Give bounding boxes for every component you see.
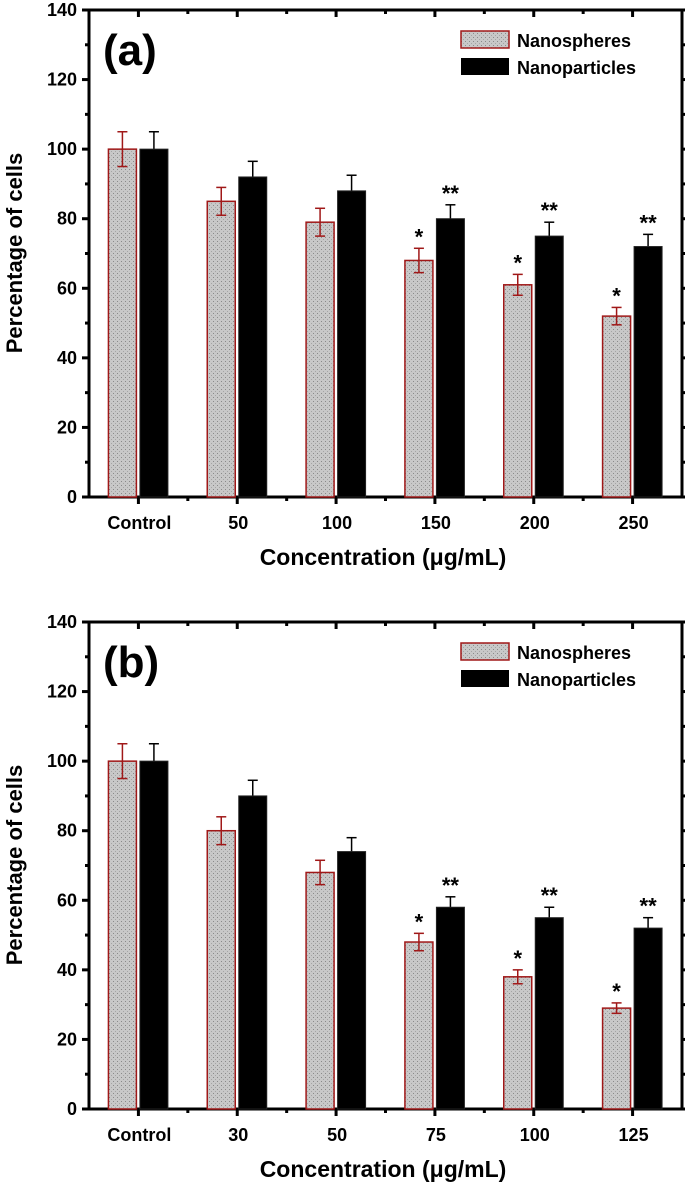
panel-label: (b) bbox=[103, 638, 159, 687]
bar-nanoparticles bbox=[337, 851, 367, 1110]
legend-label-nanospheres: Nanospheres bbox=[517, 31, 631, 51]
y-tick-label: 140 bbox=[47, 0, 77, 20]
y-tick-label: 60 bbox=[57, 890, 77, 910]
bar-nanoparticles bbox=[534, 235, 564, 498]
x-tick-label: 150 bbox=[421, 513, 451, 533]
bar-nanoparticles bbox=[337, 190, 367, 498]
bar-nanoparticles bbox=[534, 917, 564, 1110]
y-tick-label: 120 bbox=[47, 682, 77, 702]
legend-swatch-nanospheres bbox=[460, 642, 510, 661]
y-tick-label: 20 bbox=[57, 1029, 77, 1049]
x-tick-label: 50 bbox=[228, 513, 248, 533]
y-tick-label: 0 bbox=[67, 487, 77, 507]
bar-nanoparticles bbox=[435, 906, 465, 1110]
y-axis-label: Percentage of cells bbox=[2, 153, 27, 354]
chart-panel-a: 0 20 40 60 80 100 120 140 Control 50 100 150 200 250 *… bbox=[2, 0, 685, 570]
bar-nanoparticles bbox=[139, 148, 169, 498]
bar-nanospheres bbox=[601, 1007, 632, 1110]
legend-label-nanoparticles: Nanoparticles bbox=[517, 670, 636, 690]
bar-nanospheres bbox=[404, 259, 434, 498]
bar-nanoparticles bbox=[238, 176, 268, 498]
plot-frame bbox=[87, 8, 684, 499]
bar-nanospheres bbox=[503, 284, 533, 498]
y-tick-label: 0 bbox=[67, 1099, 77, 1119]
legend-swatch-nanoparticles bbox=[461, 670, 509, 687]
y-tick-label: 80 bbox=[57, 209, 77, 229]
bar-nanospheres bbox=[503, 976, 533, 1110]
bar-nanospheres bbox=[305, 871, 335, 1110]
bar-nanoparticles bbox=[633, 246, 663, 498]
bar-nanoparticles bbox=[139, 760, 169, 1110]
y-tick-label: 100 bbox=[47, 139, 77, 159]
x-tick-label: 30 bbox=[228, 1125, 248, 1145]
significance-marker: ** bbox=[640, 894, 658, 919]
bar-nanospheres bbox=[206, 200, 236, 498]
legend-label-nanoparticles: Nanoparticles bbox=[517, 58, 636, 78]
bar-nanospheres bbox=[107, 760, 138, 1110]
y-tick-label: 120 bbox=[47, 70, 77, 90]
x-axis-label: Concentration (μg/mL) bbox=[260, 544, 507, 570]
significance-marker: * bbox=[513, 250, 522, 275]
bar-nanospheres bbox=[206, 829, 236, 1110]
legend-label-nanospheres: Nanospheres bbox=[517, 643, 631, 663]
y-tick-label: 80 bbox=[57, 821, 77, 841]
x-tick-label: 250 bbox=[619, 513, 649, 533]
significance-marker: * bbox=[513, 946, 522, 971]
y-tick-label: 140 bbox=[47, 612, 77, 632]
x-axis-label: Concentration (μg/mL) bbox=[260, 1156, 507, 1182]
bar-nanoparticles bbox=[238, 795, 268, 1110]
y-tick-label: 40 bbox=[57, 960, 77, 980]
bar-nanoparticles bbox=[633, 927, 663, 1110]
bar-nanospheres bbox=[404, 941, 434, 1110]
legend-swatch-nanospheres bbox=[460, 30, 510, 49]
plot-frame bbox=[87, 620, 684, 1111]
panel-label: (a) bbox=[103, 26, 157, 75]
x-tick-label: 50 bbox=[327, 1125, 347, 1145]
x-tick-label: 125 bbox=[619, 1125, 649, 1145]
significance-marker: * bbox=[612, 979, 621, 1004]
x-tick-label: Control bbox=[107, 513, 171, 533]
significance-marker: ** bbox=[541, 883, 559, 908]
bar-nanospheres bbox=[107, 148, 138, 498]
bar-nanospheres bbox=[601, 315, 632, 498]
significance-marker: * bbox=[415, 909, 424, 934]
x-tick-label: 75 bbox=[426, 1125, 446, 1145]
significance-marker: ** bbox=[640, 210, 658, 235]
bar-nanospheres bbox=[305, 221, 335, 498]
x-tick-label: 100 bbox=[520, 1125, 550, 1145]
x-tick-label: 200 bbox=[520, 513, 550, 533]
significance-marker: ** bbox=[541, 198, 559, 223]
y-tick-label: 40 bbox=[57, 348, 77, 368]
significance-marker: ** bbox=[442, 873, 460, 898]
x-tick-label: Control bbox=[107, 1125, 171, 1145]
y-tick-label: 20 bbox=[57, 417, 77, 437]
y-axis-label: Percentage of cells bbox=[2, 765, 27, 966]
y-tick-label: 60 bbox=[57, 278, 77, 298]
significance-marker: * bbox=[612, 283, 621, 308]
x-tick-label: 100 bbox=[322, 513, 352, 533]
y-tick-label: 100 bbox=[47, 751, 77, 771]
significance-marker: ** bbox=[442, 181, 460, 206]
legend-swatch-nanoparticles bbox=[461, 58, 509, 75]
bar-nanoparticles bbox=[435, 218, 465, 498]
significance-marker: * bbox=[415, 224, 424, 249]
